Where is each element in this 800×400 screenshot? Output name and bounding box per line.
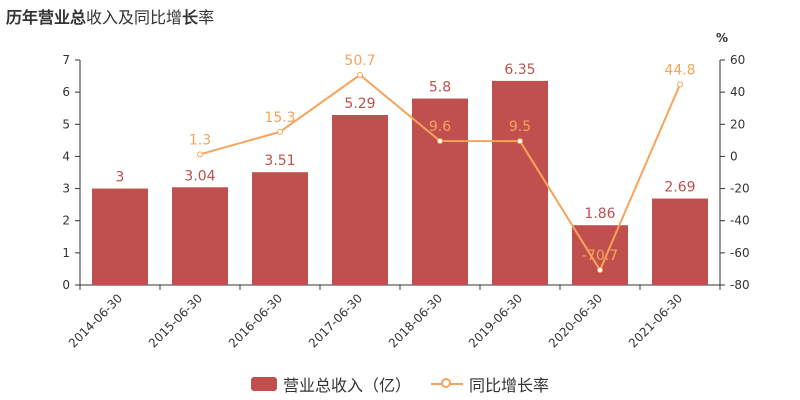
y-right-tick-label: -80 — [730, 278, 750, 292]
y-left-tick-label: 4 — [62, 149, 70, 163]
bar — [652, 198, 708, 285]
y-right-tick-label: -60 — [730, 246, 750, 260]
y-left-tick-label: 6 — [62, 85, 70, 99]
growth-point — [357, 71, 363, 78]
growth-label: 9.6 — [429, 119, 451, 135]
bar — [572, 225, 628, 285]
legend: 营业总收入（亿） 同比增长率 — [0, 372, 800, 396]
x-tick-label: 2019-06-30 — [466, 291, 525, 350]
y-left-tick-label: 0 — [62, 278, 70, 292]
chart-title: 历年营业总收入及同比增长率 — [6, 4, 214, 28]
x-tick-label: 2021-06-30 — [626, 291, 685, 350]
bar — [172, 187, 228, 285]
y-right-tick-label: 0 — [730, 149, 738, 163]
bar-label: 1.86 — [584, 206, 615, 222]
title-part-2: 营业总 — [38, 8, 87, 27]
legend-line-swatch — [431, 377, 463, 391]
x-tick-label: 2016-06-30 — [226, 291, 285, 350]
legend-bar-label: 营业总收入（亿） — [282, 376, 411, 395]
title-part-1: 历年 — [6, 8, 39, 27]
y-right-unit: % — [716, 31, 728, 45]
title-part-5: 率 — [198, 8, 215, 27]
growth-point — [197, 151, 203, 158]
x-tick-label: 2017-06-30 — [306, 291, 365, 350]
legend-bar-swatch — [250, 377, 277, 391]
growth-point — [677, 81, 683, 88]
y-left-tick-label: 7 — [62, 53, 70, 67]
legend-item-bar[interactable]: 营业总收入（亿） — [250, 372, 411, 396]
y-right-tick-label: 20 — [730, 117, 745, 131]
bar-label: 3 — [116, 170, 125, 186]
legend-item-line[interactable]: 同比增长率 — [431, 372, 549, 396]
bar — [492, 80, 548, 286]
y-right-tick-label: -40 — [730, 214, 750, 228]
bar-label: 3.04 — [184, 168, 215, 184]
y-right-tick-label: 60 — [730, 53, 745, 67]
bar-label: 6.35 — [504, 62, 535, 78]
y-right-tick-label: -20 — [730, 182, 750, 196]
bar — [332, 114, 388, 285]
growth-label: 50.7 — [344, 53, 375, 69]
bar — [252, 172, 308, 285]
y-left-tick-label: 2 — [62, 214, 70, 228]
growth-label: 44.8 — [664, 62, 695, 78]
x-tick-label: 2018-06-30 — [386, 291, 445, 350]
x-tick-label: 2015-06-30 — [146, 291, 205, 350]
y-right-tick-label: 40 — [730, 85, 745, 99]
x-tick-label: 2014-06-30 — [66, 291, 125, 350]
growth-label: 9.5 — [509, 119, 531, 135]
y-left-tick-label: 1 — [62, 246, 70, 260]
growth-label: 1.3 — [189, 132, 211, 148]
bar-label: 3.51 — [264, 153, 295, 169]
growth-point — [437, 138, 443, 144]
title-part-4: 长 — [182, 8, 199, 27]
bar-label: 5.8 — [429, 80, 451, 96]
bar-label: 2.69 — [664, 180, 695, 196]
growth-label: -70.7 — [582, 248, 618, 264]
growth-point — [277, 128, 283, 135]
legend-line-label: 同比增长率 — [469, 376, 550, 395]
x-tick-label: 2020-06-30 — [546, 291, 605, 350]
growth-point — [597, 267, 603, 274]
bar — [92, 188, 148, 285]
y-left-tick-label: 5 — [62, 117, 70, 131]
bar-label: 5.29 — [344, 96, 375, 112]
growth-label: 15.3 — [264, 110, 295, 126]
y-left-tick-label: 3 — [62, 182, 70, 196]
title-part-3: 收入及同比增 — [86, 8, 183, 27]
growth-point — [517, 138, 523, 145]
bar — [412, 98, 468, 285]
